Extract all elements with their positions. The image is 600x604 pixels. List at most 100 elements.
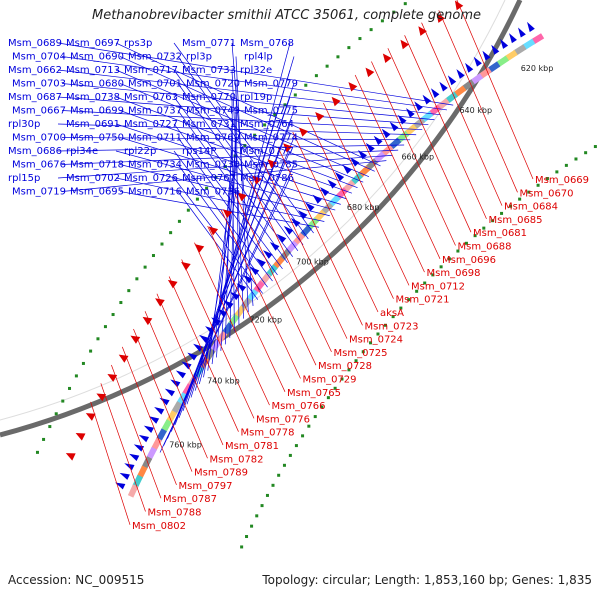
dotted-guides xyxy=(35,2,597,549)
plus-leader xyxy=(220,137,237,351)
kbp-label: 760 kbp xyxy=(169,440,202,449)
guide-dot xyxy=(380,19,384,23)
guide-dot xyxy=(361,350,365,354)
minus-arrow xyxy=(365,67,375,78)
gene-block xyxy=(165,410,178,424)
gene-block xyxy=(136,465,148,479)
plus-label: rpl34e xyxy=(66,146,98,157)
plus-arrow xyxy=(439,81,448,92)
minus-leader xyxy=(90,401,131,525)
gene-block xyxy=(487,61,501,74)
gene-block xyxy=(521,38,536,51)
minus-label: Msm_0778 xyxy=(241,428,295,439)
minus-label: Msm_0765 xyxy=(287,388,341,399)
plus-label: Msm_0737 xyxy=(128,106,182,117)
plus-label: Msm_0771 xyxy=(182,38,236,49)
guide-dot xyxy=(61,399,65,403)
guide-dot xyxy=(282,463,286,467)
minus-label: Msm_0684 xyxy=(504,202,558,213)
plus-arrow xyxy=(373,135,383,146)
minus-leader xyxy=(307,117,394,299)
minus-arrow xyxy=(194,244,205,253)
gene-block xyxy=(530,33,545,45)
gene-block xyxy=(470,73,484,86)
minus-leader xyxy=(234,193,317,366)
minus-leader xyxy=(248,177,332,353)
plus-label: Msm_0697 xyxy=(66,38,120,49)
guide-dot xyxy=(214,175,218,179)
plus-label: rpl4lp xyxy=(244,52,273,63)
minus-label: Msm_0688 xyxy=(458,242,512,253)
minus-label: aksA xyxy=(380,308,404,319)
minus-leader xyxy=(354,74,441,259)
minus-leader xyxy=(220,209,301,379)
minus-labels: Msm_0669 Msm_0670 Msm_0684 Msm_0685 Msm_0681… xyxy=(132,175,589,532)
plus-arrow xyxy=(124,463,135,471)
guide-dot xyxy=(195,197,199,201)
guide-dot xyxy=(473,234,477,238)
guide-dot xyxy=(135,277,139,281)
kbp-label: 740 kbp xyxy=(207,376,240,385)
minus-label: Msm_0788 xyxy=(148,508,202,519)
genome-backbone xyxy=(0,0,523,438)
plus-arrow xyxy=(187,352,198,361)
guide-dot xyxy=(169,231,173,235)
minus-label: Msm_0729 xyxy=(303,375,357,386)
guide-dot xyxy=(240,545,244,549)
guide-dot xyxy=(456,249,460,253)
kbp-label: 620 kbp xyxy=(521,64,554,73)
minus-arrow xyxy=(65,453,76,461)
minus-leader xyxy=(111,364,162,499)
guide-dot xyxy=(160,242,164,246)
plus-leader xyxy=(203,191,237,378)
plus-arrow xyxy=(473,56,482,67)
plus-leader xyxy=(173,69,304,246)
plus-label: Msm_0713 xyxy=(66,65,120,76)
plus-label: Msm_0702 xyxy=(66,173,120,184)
plus-arrow xyxy=(276,233,287,243)
plus-leader xyxy=(119,56,375,172)
plus-leader xyxy=(115,42,381,167)
plus-arrow xyxy=(119,472,130,480)
plus-leader xyxy=(167,150,291,439)
plus-label: Msm_0764 xyxy=(240,119,294,130)
minus-arrow xyxy=(382,53,392,64)
minus-arrow xyxy=(400,39,410,50)
plus-arrow xyxy=(518,27,526,38)
guide-dot xyxy=(518,197,522,201)
guide-dot xyxy=(177,219,181,223)
minus-arrow xyxy=(418,26,427,36)
guide-dot xyxy=(119,301,123,305)
plus-label: Msm_0700 xyxy=(12,133,66,144)
minus-arrow xyxy=(267,159,277,169)
guide-dot xyxy=(96,337,100,341)
gene-block xyxy=(513,44,527,56)
plus-arrow xyxy=(509,33,517,44)
plus-leader xyxy=(57,42,454,106)
guide-dot xyxy=(527,190,531,194)
minus-arrow xyxy=(331,96,341,107)
plus-arrow xyxy=(482,50,491,61)
plus-leader xyxy=(173,150,273,282)
plus-label: rps14P xyxy=(182,146,216,157)
minus-label: Msm_0797 xyxy=(179,481,233,492)
plus-label: Msm_0733 xyxy=(182,65,236,76)
guide-dot xyxy=(127,289,131,293)
plus-leader xyxy=(177,164,268,288)
minus-label: Msm_0723 xyxy=(365,321,419,332)
plus-leader xyxy=(198,42,291,385)
guide-dot xyxy=(574,157,578,161)
minus-label-leaders xyxy=(90,0,534,525)
plus-label: Msm_0768 xyxy=(240,38,294,49)
minus-label: Msm_0802 xyxy=(132,521,186,532)
plus-label: Msm_0770 xyxy=(182,92,236,103)
plus-label: Msm_0730 xyxy=(186,160,240,171)
minus-leader xyxy=(133,328,193,472)
minus-leader xyxy=(100,383,146,512)
gene-block xyxy=(495,55,510,68)
plus-label: Msm_0777 xyxy=(240,146,294,157)
plus-arrow xyxy=(159,397,170,406)
guide-dot xyxy=(111,313,115,317)
gene-block xyxy=(127,484,139,498)
plus-leader xyxy=(173,42,314,234)
